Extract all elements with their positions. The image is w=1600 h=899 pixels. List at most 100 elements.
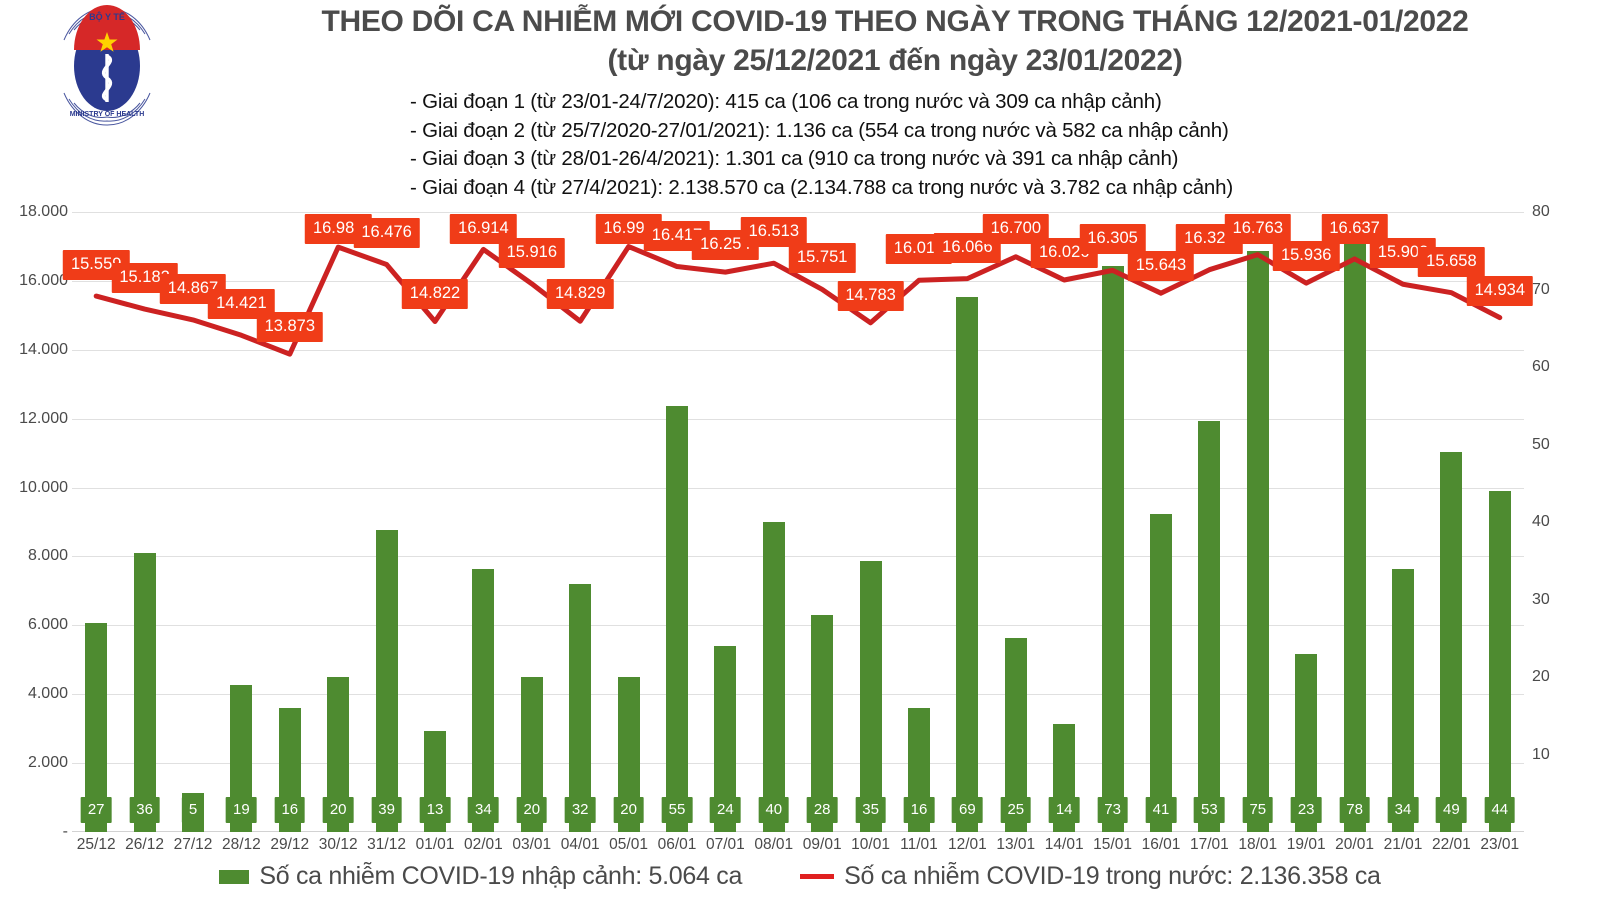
line-series-domestic-cases: [72, 212, 1524, 832]
bar-slot[interactable]: 34 02/01: [459, 212, 507, 853]
bar-value-label: 16: [903, 797, 935, 823]
bar-slot[interactable]: 5 27/12: [169, 212, 217, 853]
bar[interactable]: [133, 553, 156, 832]
bar-slot[interactable]: 20 05/01: [604, 212, 652, 853]
bar-slot[interactable]: 39 31/12: [362, 212, 410, 853]
bar[interactable]: [230, 684, 253, 832]
chart-header: BỘ Y TẾ MINISTRY OF HEALTH THEO DÕI CA N…: [0, 0, 1600, 212]
bar-slot[interactable]: 44 23/01: [1476, 212, 1524, 853]
phase-item-1: - Giai đoạn 1 (từ 23/01-24/7/2020): 415 …: [410, 90, 1162, 113]
line-value-label: 14.822: [401, 279, 469, 310]
bar[interactable]: [859, 560, 882, 832]
x-axis-date-label: 21/01: [1383, 836, 1423, 853]
bar[interactable]: [520, 677, 543, 832]
bar[interactable]: [762, 522, 785, 832]
bar-slot[interactable]: 53 17/01: [1185, 212, 1233, 853]
bar[interactable]: [1101, 266, 1124, 832]
bar-slot[interactable]: 41 16/01: [1137, 212, 1185, 853]
x-axis-date-label: 04/01: [560, 836, 600, 853]
bar[interactable]: [1149, 514, 1172, 832]
logo-text-top: BỘ Y TẾ: [89, 11, 125, 22]
bar[interactable]: [1295, 653, 1318, 832]
bar-slot[interactable]: 16 29/12: [266, 212, 314, 853]
legend-label-domestic: Số ca nhiễm COVID-19 trong nước: 2.136.3…: [844, 862, 1381, 890]
bar-slot[interactable]: 34 21/01: [1379, 212, 1427, 853]
gridline: [72, 280, 1524, 282]
grid-area: 27 25/12 36 26/12 5 27/12 19 28/12 16 29/12 20 30/1…: [62, 212, 1534, 853]
bar-value-label: 34: [468, 797, 499, 823]
bar-value-label: 75: [1242, 797, 1274, 823]
x-axis-date-label: 05/01: [609, 836, 648, 853]
bar-slot[interactable]: 20 03/01: [508, 212, 556, 853]
phase-item-3: - Giai đoạn 3 (từ 28/01-26/4/2021): 1.30…: [410, 147, 1179, 170]
bar[interactable]: [617, 677, 640, 832]
bar-slot[interactable]: 23 19/01: [1282, 212, 1330, 853]
bar-slot[interactable]: 19 28/12: [217, 212, 265, 853]
ministry-of-health-logo: BỘ Y TẾ MINISTRY OF HEALTH: [63, 5, 151, 126]
bar-slot[interactable]: 78 20/01: [1330, 212, 1378, 853]
bar[interactable]: [1343, 227, 1366, 832]
bar[interactable]: [956, 297, 979, 832]
legend-label-imported: Số ca nhiễm COVID-19 nhập cảnh: 5.064 ca: [259, 862, 743, 890]
bar[interactable]: [1246, 250, 1269, 832]
left-axis-tick: 12.000: [19, 409, 68, 427]
bar-slot[interactable]: 69 12/01: [943, 212, 991, 853]
right-axis-tick: 40: [1532, 513, 1550, 530]
line-value-label: 15.902: [1369, 238, 1437, 269]
bar-slot[interactable]: 24 07/01: [701, 212, 749, 853]
bar-slot[interactable]: 36 26/12: [120, 212, 168, 853]
bar[interactable]: [1391, 568, 1414, 832]
bar-slot[interactable]: 14 14/01: [1040, 212, 1088, 853]
bar-value-label: 19: [226, 797, 257, 823]
bar[interactable]: [569, 584, 592, 832]
bar[interactable]: [665, 405, 688, 832]
x-axis-date-label: 15/01: [1093, 836, 1132, 853]
bar[interactable]: [85, 622, 108, 832]
bar-value-label: 55: [661, 797, 693, 823]
bar-slot[interactable]: 35 10/01: [846, 212, 894, 853]
x-axis-date-label: 29/12: [270, 836, 310, 853]
line-data-labels: 15.559 15.182 14.867 14.421 13.873 16.980 16.4…: [62, 212, 1534, 832]
bar-slot[interactable]: 13 01/01: [411, 212, 459, 853]
x-axis-date-label: 20/01: [1335, 836, 1374, 853]
left-axis-tick: 4.000: [27, 685, 68, 703]
bar[interactable]: [1004, 638, 1027, 832]
bar[interactable]: [1488, 491, 1511, 832]
x-axis-date-label: 02/01: [463, 836, 503, 853]
bar[interactable]: [811, 615, 834, 832]
x-axis-date-label: 10/01: [851, 836, 890, 853]
bar-slot[interactable]: 73 15/01: [1088, 212, 1136, 853]
bar[interactable]: [1440, 452, 1463, 832]
bar-value-label: 16: [274, 797, 306, 823]
bar[interactable]: [472, 568, 495, 832]
x-axis-date-label: 07/01: [705, 836, 745, 853]
bar-slot[interactable]: 20 30/12: [314, 212, 362, 853]
bar-slot[interactable]: 55 06/01: [653, 212, 701, 853]
bar-slot[interactable]: 16 11/01: [895, 212, 943, 853]
x-axis-date-label: 06/01: [657, 836, 697, 853]
legend-bar-swatch-icon: [219, 869, 250, 884]
bar-slot[interactable]: 28 09/01: [798, 212, 846, 853]
bar[interactable]: [714, 646, 737, 832]
bar[interactable]: [327, 677, 350, 832]
line-value-label: 14.783: [837, 280, 904, 311]
bar-slot[interactable]: 75 18/01: [1234, 212, 1282, 853]
x-axis-date-label: 03/01: [512, 836, 552, 853]
bar-slot[interactable]: 27 25/12: [72, 212, 120, 853]
bar-slot[interactable]: 32 04/01: [556, 212, 604, 853]
bar-slot[interactable]: 25 13/01: [992, 212, 1040, 853]
bar-slot[interactable]: 40 08/01: [750, 212, 798, 853]
x-axis-date-label: 09/01: [802, 836, 842, 853]
left-axis-labels: - 2.000 4.000 6.000 8.000 10.000 12.000 14.000 1…: [8, 204, 68, 840]
bar[interactable]: [375, 529, 398, 832]
bar-value-label: 20: [516, 797, 548, 823]
bar-slot[interactable]: 49 22/01: [1427, 212, 1475, 853]
left-axis-tick: 10.000: [19, 478, 68, 496]
line-value-label: 15.658: [1418, 246, 1485, 277]
bar-value-label: 40: [758, 797, 790, 823]
bar-value-label: 39: [371, 797, 402, 823]
bar[interactable]: [1198, 421, 1221, 832]
right-axis-labels: 10 20 30 40 50 60 70 80: [1532, 204, 1592, 832]
bar-value-label: 24: [710, 797, 741, 823]
